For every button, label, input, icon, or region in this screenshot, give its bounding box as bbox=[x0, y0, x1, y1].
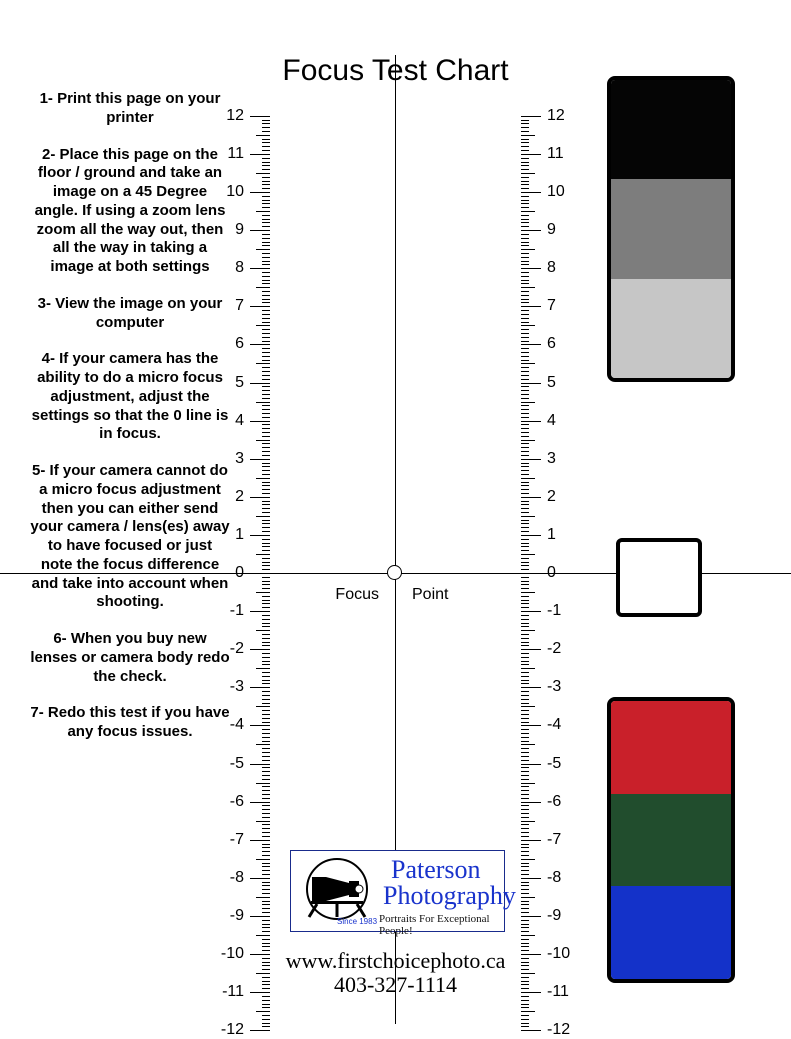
ruler-label: -9 bbox=[547, 907, 561, 925]
ruler-label: -8 bbox=[230, 869, 244, 887]
focus-label-left: Focus bbox=[335, 586, 379, 604]
ruler-label: -1 bbox=[547, 602, 561, 620]
footer-phone: 403-327-1114 bbox=[0, 972, 791, 998]
ruler-label: -6 bbox=[230, 793, 244, 811]
brand-line-2: Photography bbox=[383, 881, 516, 911]
ruler-label: -2 bbox=[230, 640, 244, 658]
ruler-label: -2 bbox=[547, 640, 561, 658]
ruler-label: 1 bbox=[235, 526, 244, 544]
color-swatch bbox=[611, 80, 731, 179]
ruler-label: 0 bbox=[547, 564, 556, 582]
ruler-label: 9 bbox=[235, 221, 244, 239]
ruler-label: -5 bbox=[230, 755, 244, 773]
ruler-label: 11 bbox=[547, 145, 564, 163]
ruler-label: -1 bbox=[230, 602, 244, 620]
instruction-step: 6- When you buy new lenses or camera bod… bbox=[30, 630, 230, 686]
rgb-swatches bbox=[607, 697, 735, 983]
ruler-label: 7 bbox=[235, 297, 244, 315]
focus-point-circle bbox=[387, 565, 402, 580]
instruction-step: 2- Place this page on the floor / ground… bbox=[30, 146, 230, 277]
instruction-step: 7- Redo this test if you have any focus … bbox=[30, 704, 230, 742]
ruler-label: -9 bbox=[230, 907, 244, 925]
ruler-label: 2 bbox=[235, 488, 244, 506]
ruler-left: 01-12-23-34-45-56-67-78-89-910-1011-1112… bbox=[250, 55, 270, 1015]
ruler-label: 2 bbox=[547, 488, 556, 506]
color-swatch bbox=[611, 701, 731, 794]
white-swatch bbox=[616, 538, 702, 617]
brand-tagline: Portraits For Exceptional People! bbox=[379, 913, 504, 937]
ruler-label: 5 bbox=[547, 374, 556, 392]
ruler-label: -7 bbox=[547, 831, 561, 849]
svg-text:PP: PP bbox=[330, 867, 343, 878]
instruction-step: 5- If your camera cannot do a micro focu… bbox=[30, 462, 230, 612]
instruction-step: 3- View the image on your computer bbox=[30, 295, 230, 333]
ruler-label: 3 bbox=[547, 450, 556, 468]
color-swatch bbox=[611, 794, 731, 887]
ruler-label: 8 bbox=[547, 259, 556, 277]
brand-card: PP Paterson Photography Portraits For Ex… bbox=[290, 850, 505, 932]
ruler-label: -8 bbox=[547, 869, 561, 887]
ruler-label: 9 bbox=[547, 221, 556, 239]
brand-since: Since 1983 bbox=[337, 917, 377, 926]
color-swatch bbox=[611, 179, 731, 278]
focus-label-right: Point bbox=[412, 586, 448, 604]
grayscale-swatches bbox=[607, 76, 735, 382]
ruler-label: -5 bbox=[547, 755, 561, 773]
ruler-label: -4 bbox=[547, 716, 561, 734]
ruler-label: 6 bbox=[547, 335, 556, 353]
ruler-label: -3 bbox=[547, 678, 561, 696]
ruler-label: -3 bbox=[230, 678, 244, 696]
color-swatch bbox=[611, 279, 731, 378]
ruler-label: 8 bbox=[235, 259, 244, 277]
ruler-label: 10 bbox=[547, 183, 565, 201]
ruler-label: 7 bbox=[547, 297, 556, 315]
ruler-label: -4 bbox=[230, 716, 244, 734]
ruler-label: -6 bbox=[547, 793, 561, 811]
instruction-step: 4- If your camera has the ability to do … bbox=[30, 350, 230, 444]
ruler-label: 4 bbox=[547, 412, 556, 430]
ruler-label: 0 bbox=[235, 564, 244, 582]
ruler-right: 01-12-23-34-45-56-67-78-89-910-1011-1112… bbox=[521, 55, 541, 1015]
footer-url: www.firstchoicephoto.ca bbox=[0, 948, 791, 974]
ruler-label: 6 bbox=[235, 335, 244, 353]
ruler-label: 1 bbox=[547, 526, 556, 544]
instructions: 1- Print this page on your printer 2- Pla… bbox=[30, 90, 230, 760]
ruler-label: -7 bbox=[230, 831, 244, 849]
ruler-label: 5 bbox=[235, 374, 244, 392]
ruler-label: 4 bbox=[235, 412, 244, 430]
ruler-label: 3 bbox=[235, 450, 244, 468]
ruler-label: 12 bbox=[547, 107, 565, 125]
instruction-step: 1- Print this page on your printer bbox=[30, 90, 230, 128]
